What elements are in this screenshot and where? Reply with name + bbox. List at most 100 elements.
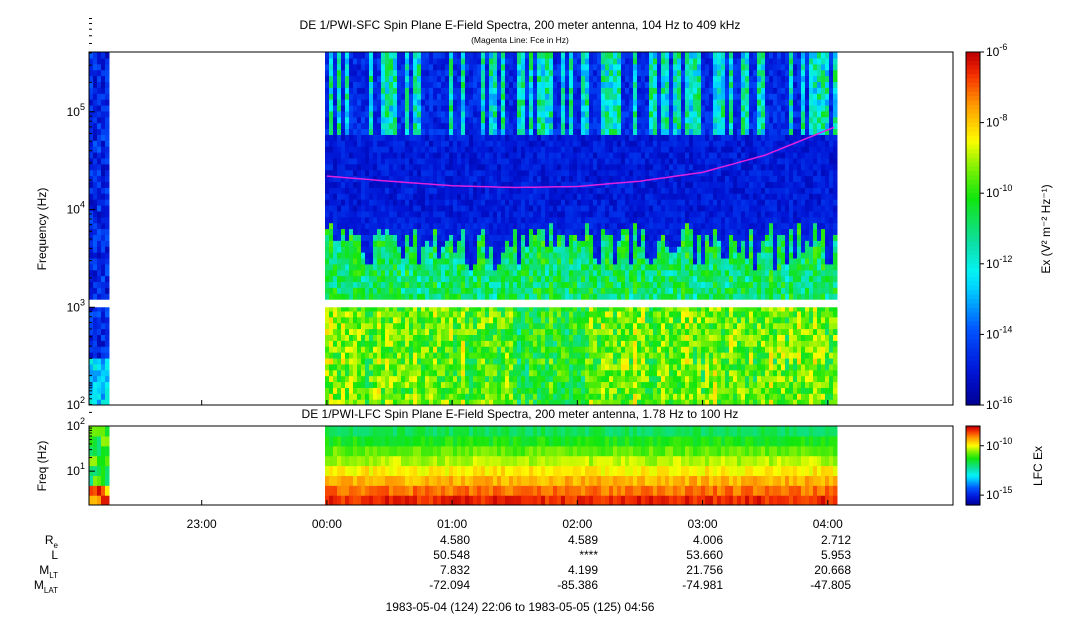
ephemeris-value: 7.832 [440,563,470,577]
colorbar-swatch [966,441,980,444]
colorbar-swatch [966,356,980,362]
fce-line [326,126,835,189]
colorbar-swatch [966,440,980,443]
colorbar-swatch [966,490,980,492]
colorbar-swatch [966,455,980,458]
ephemeris-label: MLAT [34,578,58,595]
colorbar-swatch [966,464,980,467]
colorbar-swatch [966,503,980,505]
colorbar-swatch [966,219,980,225]
colorbar-swatch [966,210,980,216]
colorbar-swatch [966,489,980,491]
ephemeris-value: 4.006 [693,533,723,547]
colorbar-swatch [966,426,980,428]
colorbar-swatch [966,91,980,97]
ephemeris-table: Re 4.580 4.589 4.006 2.712 L 50.548 **** 53.660 5… [34,533,851,595]
colorbar-swatch [966,188,980,194]
colorbar-swatch [966,476,980,478]
colorbar-swatch [966,436,980,439]
colorbar-swatch [966,316,980,322]
colorbar-tick-label: 10-10 [986,436,1012,453]
colorbar-swatch [966,461,980,464]
ephemeris-value: 21.756 [686,563,723,577]
colorbar-swatch [966,202,980,208]
sfc-plot-frame [88,51,954,406]
colorbar-swatch [966,396,980,402]
colorbar-frame [965,51,981,406]
colorbar-swatch [966,495,980,497]
colorbar-tick-label: 10-10 [986,183,1012,200]
colorbar-swatch [966,485,980,487]
colorbar-swatch [966,448,980,451]
colorbar-swatch [966,290,980,296]
x-tick-label: 23:00 [187,517,217,531]
colorbar-swatch [966,498,980,500]
colorbar-swatch [966,433,980,436]
colorbar-swatch [966,153,980,159]
colorbar-swatch [966,374,980,380]
colorbar-swatch [966,500,980,502]
ephemeris-label: L [51,548,58,562]
colorbar-swatch [966,52,980,58]
colorbar-swatch [966,179,980,185]
colorbar-swatch [966,474,980,476]
colorbar-swatch [966,131,980,137]
colorbar-swatch [966,65,980,71]
ephemeris-label: MLT [39,563,58,580]
colorbar-swatch [966,250,980,256]
colorbar-swatch [966,494,980,496]
y-tick-label: 104 [67,200,85,217]
colorbar-swatch [966,175,980,181]
x-tick-label: 00:00 [312,517,342,531]
colorbar-swatch [966,460,980,463]
colorbar-frame [965,425,981,506]
colorbar-swatch [966,113,980,119]
colorbar-swatch [966,458,980,461]
colorbar-swatch [966,432,980,435]
time-x-axis: 23:00 00:00 01:00 02:00 03:00 04:00 [187,400,843,531]
ephemeris-value: 4.199 [568,563,598,577]
date-range: 1983-05-04 (124) 22:06 to 1983-05-05 (12… [386,600,655,614]
sfc-colorbar: 10-6 10-8 10-10 10-12 10-14 10-16 [965,42,1012,412]
colorbar-swatch [966,501,980,503]
x-tick-label: 01:00 [437,517,467,531]
colorbar-swatch [966,453,980,456]
lfc-y-axis: 102 101 [67,382,95,478]
lfc-colorbar-label: LFC Ex [1031,446,1045,486]
colorbar-swatch [966,475,980,477]
colorbar-swatch [966,166,980,172]
colorbar-swatch [966,483,980,485]
colorbar-swatch [966,486,980,488]
colorbar-swatch [966,426,980,429]
colorbar-swatch [966,285,980,291]
y-tick-label: 105 [67,102,85,119]
ephemeris-value: -74.981 [682,578,723,592]
colorbar-tick-label: 10-8 [986,113,1007,130]
ephemeris-value: 5.953 [821,548,851,562]
y-tick-label: 103 [67,297,85,314]
colorbar-swatch [966,74,980,80]
colorbar-swatch [966,259,980,265]
colorbar-swatch [966,492,980,494]
colorbar-swatch [966,307,980,313]
lfc-colorbar: 10-10 10-15 [965,425,1012,506]
colorbar-swatch [966,294,980,300]
colorbar-swatch [966,457,980,460]
colorbar-swatch [966,268,980,274]
colorbar-swatch [966,281,980,287]
lfc-title: DE 1/PWI-LFC Spin Plane E-Field Spectra,… [302,407,739,421]
colorbar-swatch [966,491,980,493]
colorbar-swatch [966,303,980,309]
x-tick-label: 03:00 [688,517,718,531]
colorbar-swatch [966,449,980,452]
colorbar-swatch [966,228,980,234]
colorbar-swatch [966,343,980,349]
colorbar-swatch [966,469,980,472]
colorbar-swatch [966,82,980,88]
colorbar-swatch [966,443,980,446]
lfc-y-axis-label: Freq (Hz) [35,441,49,492]
sfc-subtitle: (Magenta Line: Fce in Hz) [471,35,569,45]
sfc-title: DE 1/PWI-SFC Spin Plane E-Field Spectra,… [300,18,741,32]
colorbar-swatch [966,149,980,155]
y-tick-label: 102 [67,416,85,433]
